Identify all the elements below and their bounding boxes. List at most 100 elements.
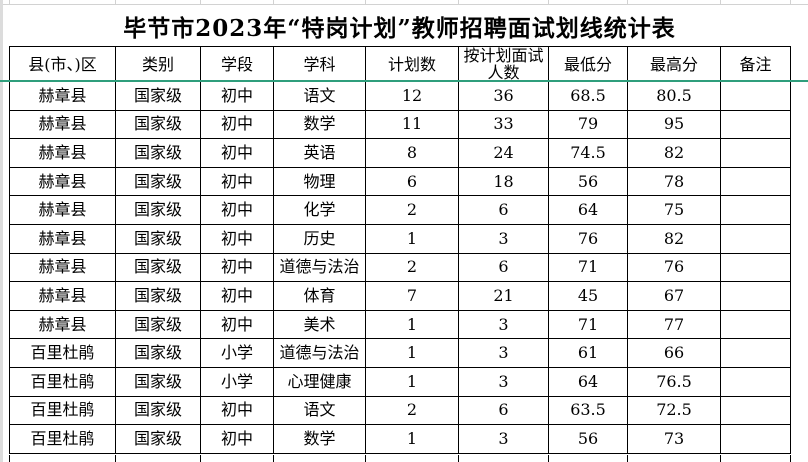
column-header[interactable]: 学科 [273,46,366,82]
cell[interactable]: 初中 [200,424,274,454]
cell[interactable]: 国家级 [115,252,201,283]
cell[interactable]: 初中 [200,252,274,283]
cell[interactable]: 数学 [273,424,366,454]
cell[interactable]: 初中 [200,195,274,225]
cell[interactable]: 物理 [273,166,366,197]
cell[interactable]: 百里杜鹃 [9,395,116,426]
cell[interactable]: 语文 [273,395,366,426]
cell[interactable] [720,395,791,426]
column-header[interactable]: 最低分 [548,46,628,82]
cell[interactable]: 12 [365,81,459,111]
cell[interactable]: 百里杜鹃 [9,424,116,454]
cell[interactable]: 3 [458,366,549,397]
cell[interactable]: 77 [627,309,721,340]
cell[interactable]: 66 [627,338,721,368]
cell[interactable]: 百里杜鹃 [9,338,116,368]
cell[interactable]: 1 [365,366,459,397]
cell[interactable]: 初中 [200,81,274,111]
cell[interactable]: 2 [365,252,459,283]
cell[interactable]: 1 [365,424,459,454]
column-header[interactable]: 县(市、)区 [9,46,116,82]
column-header[interactable]: 类别 [115,46,201,82]
cell[interactable]: 初中 [200,223,274,254]
cell[interactable]: 73 [627,424,721,454]
cell[interactable]: 化学 [273,195,366,225]
cell[interactable]: 心理健康 [273,366,366,397]
cell[interactable]: 64 [548,195,628,225]
cell[interactable]: 2 [365,395,459,426]
cell[interactable]: 6 [458,195,549,225]
cell[interactable] [720,338,791,368]
cell[interactable] [720,223,791,254]
cell[interactable]: 1 [365,338,459,368]
column-header[interactable]: 学段 [200,46,274,82]
cell[interactable]: 赫章县 [9,223,116,254]
cell[interactable]: 赫章县 [9,309,116,340]
cell[interactable]: 初中 [200,166,274,197]
cell[interactable]: 7 [365,281,459,311]
cell[interactable]: 语文 [273,81,366,111]
cell[interactable]: 百里杜鹃 [9,366,116,397]
cell[interactable]: 76 [627,252,721,283]
cell[interactable]: 国家级 [115,166,201,197]
column-header[interactable]: 计划数 [365,46,459,82]
cell[interactable]: 国家级 [115,338,201,368]
cell[interactable]: 赫章县 [9,138,116,168]
cell[interactable]: 56 [548,424,628,454]
column-header[interactable]: 按计划面试 人数 [458,46,549,82]
cell[interactable]: 74.5 [548,138,628,168]
cell[interactable]: 45 [548,281,628,311]
cell[interactable] [720,366,791,397]
cell[interactable]: 赫章县 [9,81,116,111]
cell[interactable]: 6 [458,252,549,283]
cell[interactable]: 国家级 [115,366,201,397]
cell[interactable]: 3 [458,309,549,340]
cell[interactable]: 6 [365,166,459,197]
cell[interactable]: 75 [627,195,721,225]
cell[interactable]: 3 [458,338,549,368]
cell[interactable]: 道德与法治 [273,252,366,283]
cell[interactable]: 71 [548,309,628,340]
cell[interactable]: 72.5 [627,395,721,426]
cell[interactable]: 国家级 [115,81,201,111]
cell[interactable]: 3 [458,424,549,454]
cell[interactable] [720,166,791,197]
cell[interactable]: 18 [458,166,549,197]
cell[interactable]: 数学 [273,109,366,140]
cell[interactable]: 小学 [200,366,274,397]
cell[interactable]: 64 [548,366,628,397]
sheet-title[interactable]: 毕节市2023年“特岗计划”教师招聘面试划线统计表 [123,14,676,42]
cell[interactable]: 赫章县 [9,281,116,311]
cell[interactable] [720,309,791,340]
cell[interactable]: 8 [365,138,459,168]
cell[interactable] [720,81,791,111]
cell[interactable]: 80.5 [627,81,721,111]
cell[interactable]: 82 [627,138,721,168]
column-header[interactable]: 备注 [720,46,791,82]
cell[interactable]: 36 [458,81,549,111]
cell[interactable]: 赫章县 [9,195,116,225]
cell[interactable]: 赫章县 [9,252,116,283]
cell[interactable]: 历史 [273,223,366,254]
cell[interactable]: 国家级 [115,195,201,225]
cell[interactable]: 33 [458,109,549,140]
cell[interactable] [720,138,791,168]
cell[interactable]: 小学 [200,338,274,368]
cell[interactable]: 体育 [273,281,366,311]
cell[interactable]: 68.5 [548,81,628,111]
cell[interactable]: 国家级 [115,109,201,140]
cell[interactable]: 2 [365,195,459,225]
cell[interactable]: 11 [365,109,459,140]
cell[interactable]: 1 [365,223,459,254]
cell[interactable] [720,281,791,311]
cell[interactable]: 国家级 [115,424,201,454]
cell[interactable]: 95 [627,109,721,140]
cell[interactable] [720,424,791,454]
cell[interactable]: 67 [627,281,721,311]
cell[interactable] [720,252,791,283]
cell[interactable]: 82 [627,223,721,254]
cell[interactable] [720,195,791,225]
cell[interactable]: 初中 [200,309,274,340]
cell[interactable]: 76 [548,223,628,254]
cell[interactable]: 国家级 [115,395,201,426]
